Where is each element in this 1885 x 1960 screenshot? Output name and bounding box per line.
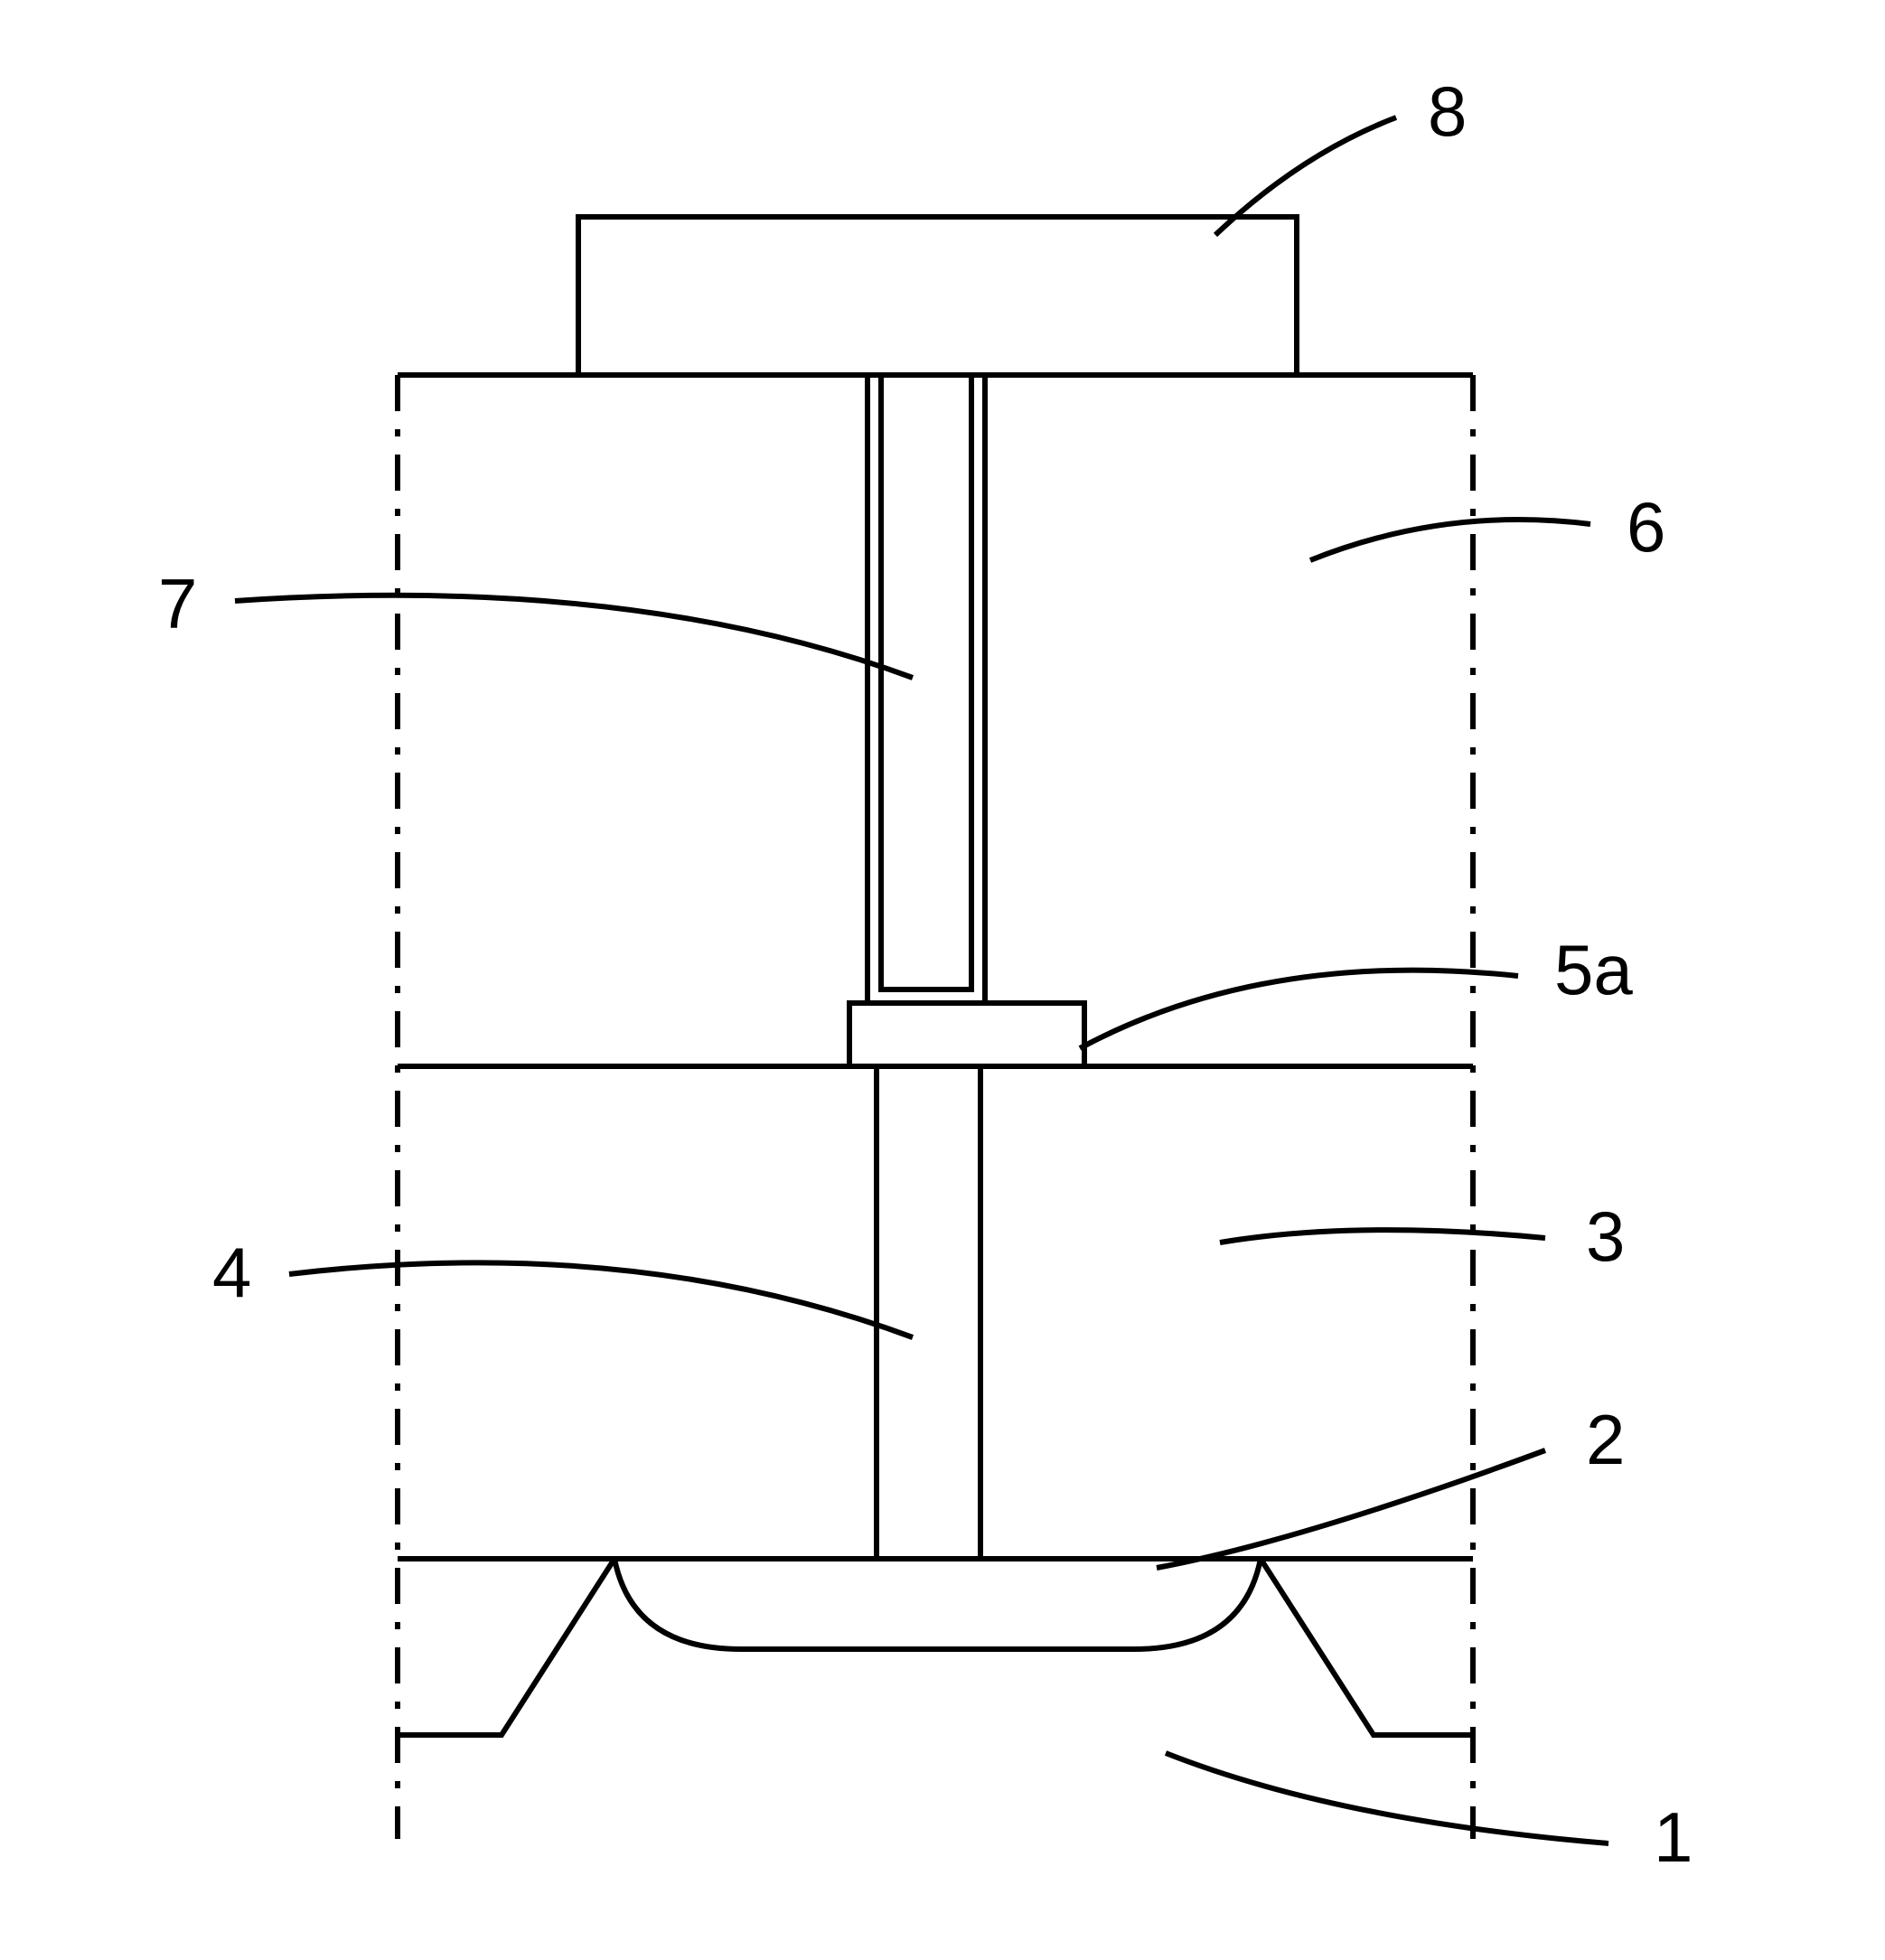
region-8	[578, 217, 1297, 375]
label-2: 2	[1586, 1400, 1625, 1479]
label-6: 6	[1627, 487, 1665, 567]
leader-1	[1166, 1753, 1608, 1843]
region-7-outer	[867, 375, 985, 1003]
region-5a	[849, 1003, 1084, 1066]
label-3: 3	[1586, 1196, 1625, 1276]
leader-7	[235, 596, 913, 678]
leader-2	[1157, 1450, 1545, 1568]
leader-4	[289, 1262, 913, 1337]
leader-5a	[1080, 971, 1518, 1048]
cross-section-diagram: 1 2 3 4 5a 6 7 8	[0, 0, 1885, 1960]
shapes-group	[398, 217, 1473, 1839]
label-4: 4	[212, 1233, 251, 1312]
label-1: 1	[1654, 1797, 1693, 1877]
leader-3	[1220, 1230, 1545, 1243]
substrate-left-notch	[398, 1559, 614, 1735]
label-8: 8	[1428, 71, 1467, 151]
substrate-right-notch	[1261, 1559, 1473, 1735]
region-7-inner	[881, 375, 971, 989]
label-7: 7	[158, 564, 197, 643]
leader-6	[1310, 520, 1590, 560]
label-5a: 5a	[1554, 930, 1633, 1009]
diagram-container: 1 2 3 4 5a 6 7 8	[0, 0, 1885, 1960]
region-2-well	[614, 1559, 1261, 1649]
